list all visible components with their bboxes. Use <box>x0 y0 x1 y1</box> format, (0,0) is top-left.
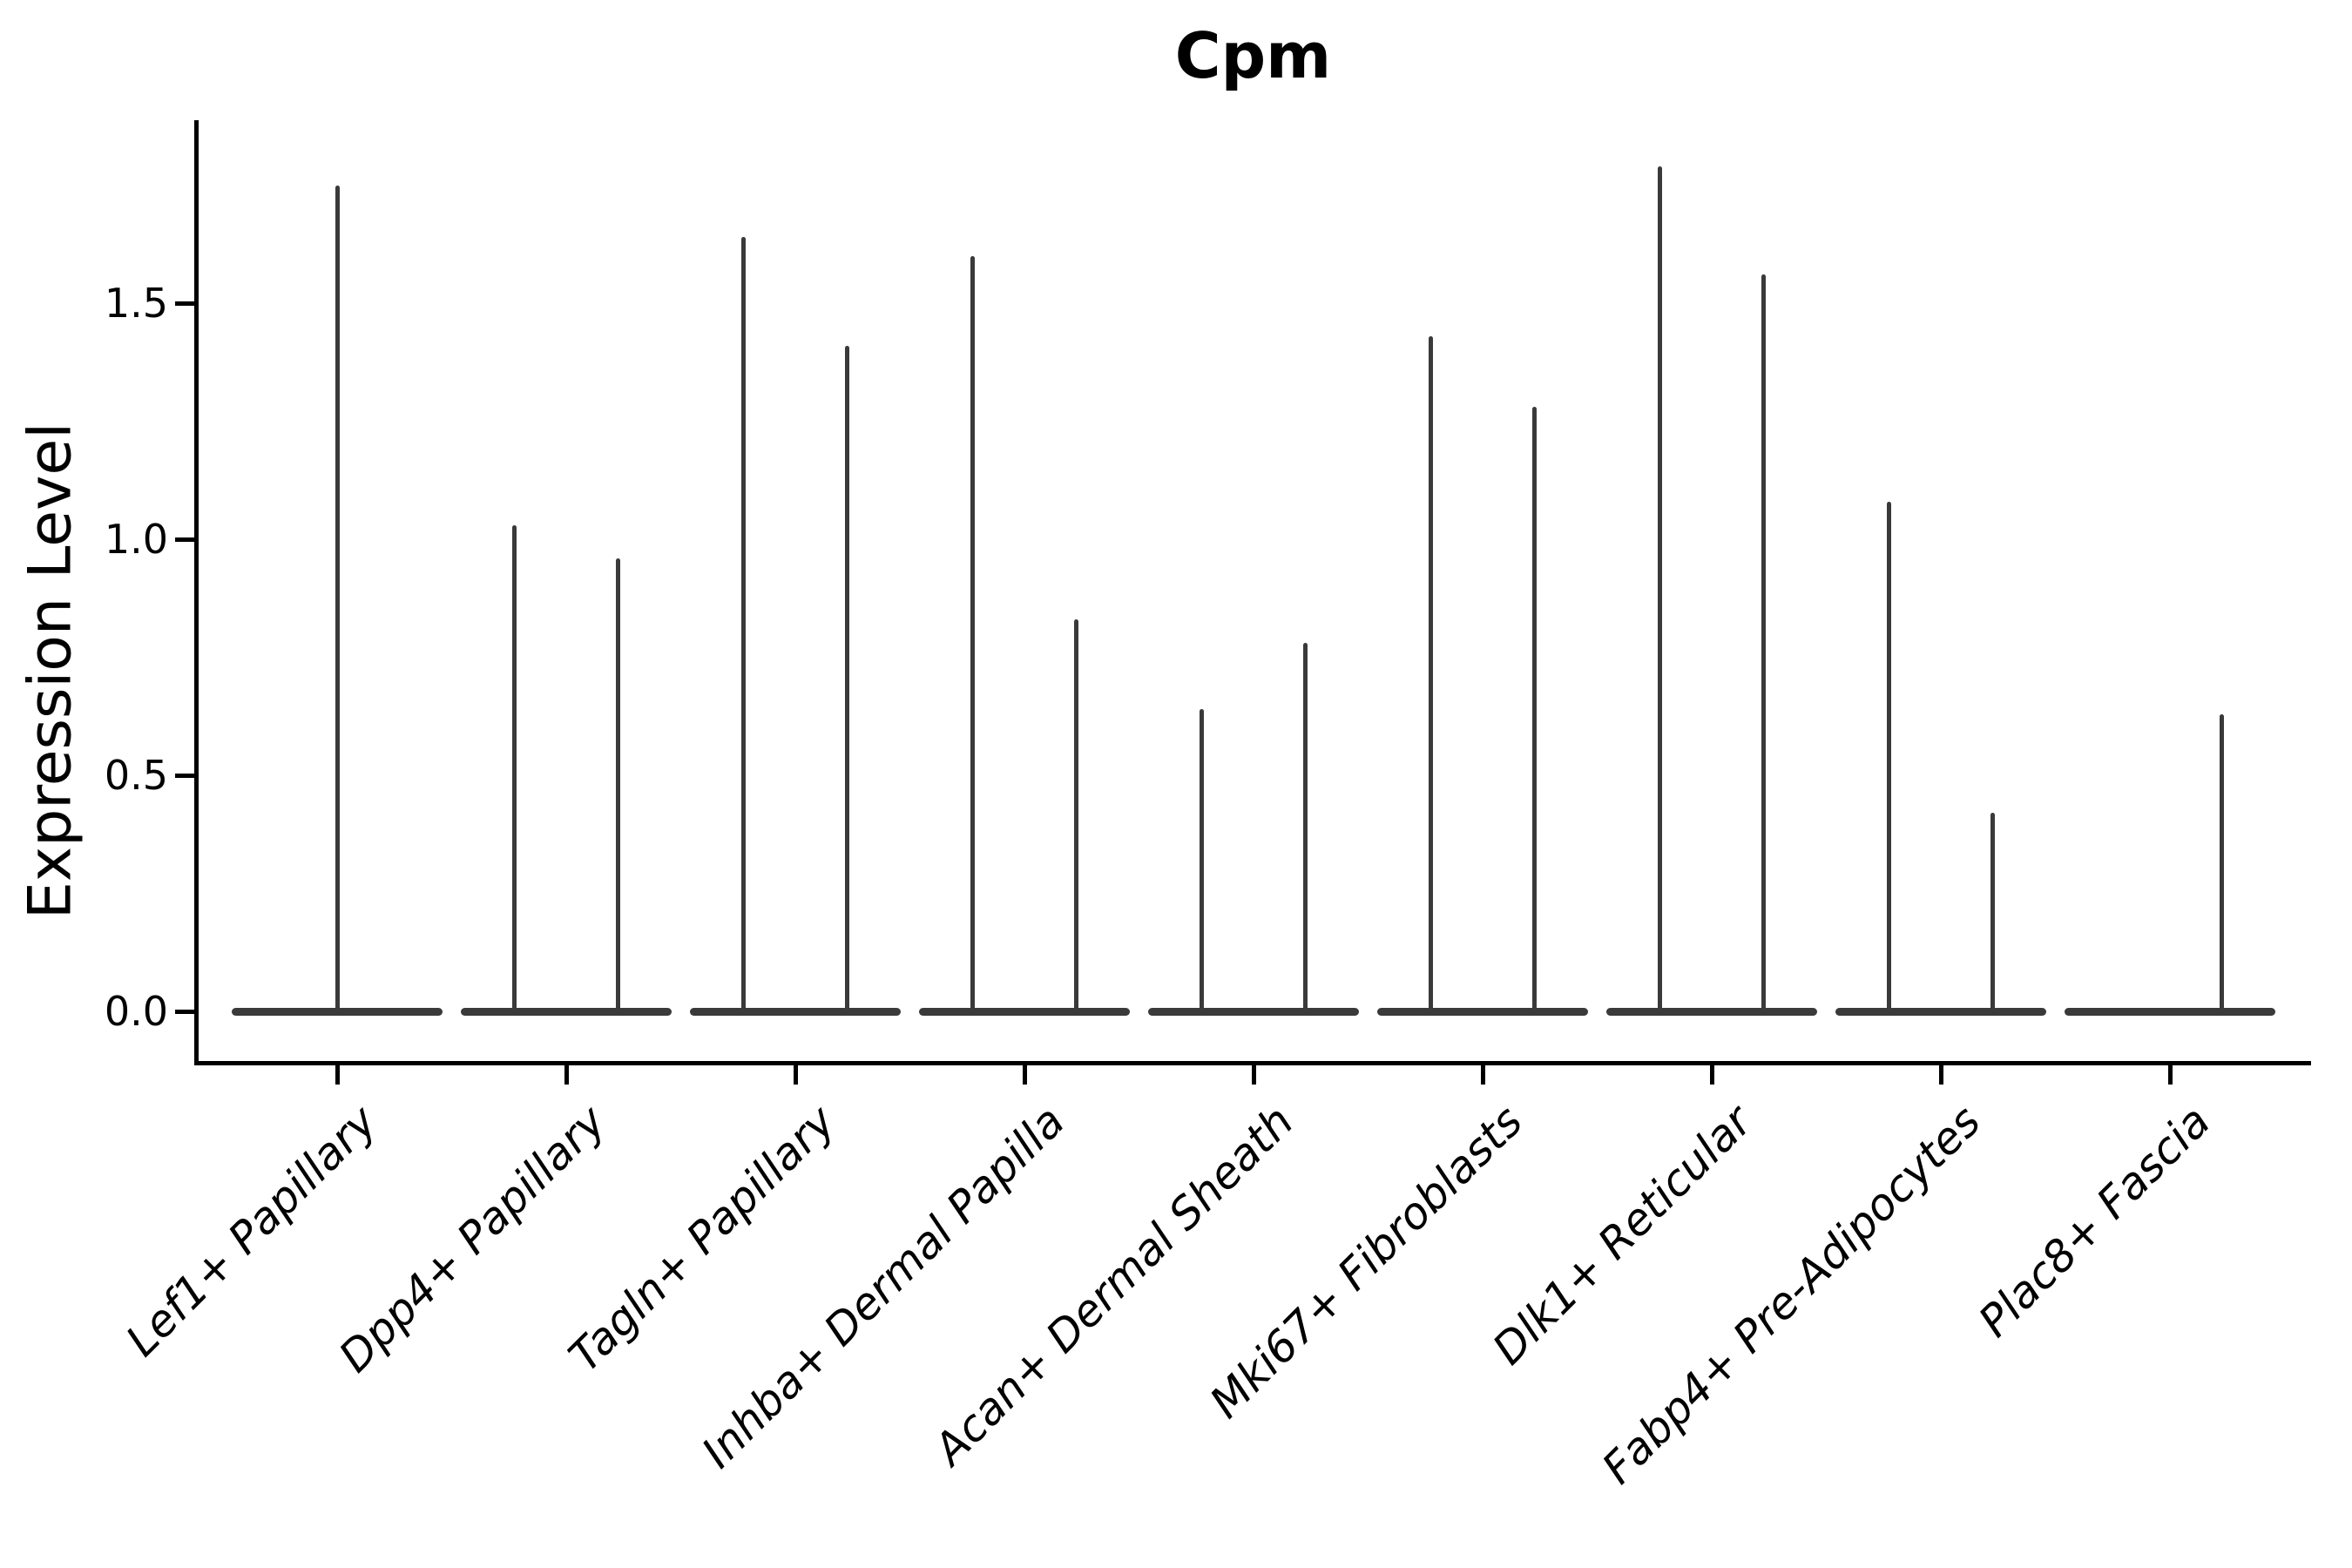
x-tick-label: Inhba+ Dermal Papilla <box>692 1096 1075 1478</box>
x-tick-label: Plac8+ Fascia <box>1969 1096 2220 1347</box>
y-tick <box>174 773 194 778</box>
x-tick <box>1709 1064 1714 1085</box>
x-tick <box>2167 1064 2173 1085</box>
x-axis-spine <box>193 1060 2311 1065</box>
violin-base <box>1606 1007 1817 1016</box>
y-tick-label: 0.0 <box>104 988 168 1035</box>
x-tick <box>1480 1064 1485 1085</box>
violin-base <box>919 1007 1130 1016</box>
y-tick-label: 0.5 <box>104 752 168 799</box>
violin-spike <box>2220 713 2224 1014</box>
violin-spike <box>335 185 340 1014</box>
violin-spike <box>1990 813 1995 1014</box>
x-tick <box>1022 1064 1027 1085</box>
violin-spike <box>970 255 975 1014</box>
violin-spike <box>845 345 849 1014</box>
violin-base <box>690 1007 901 1016</box>
violin-spike <box>1200 709 1204 1014</box>
y-tick <box>174 1009 194 1014</box>
y-tick-label: 1.0 <box>104 516 168 563</box>
chart-title: Cpm <box>1174 19 1332 92</box>
x-tick <box>564 1064 569 1085</box>
violin-spike <box>1429 335 1433 1014</box>
x-tick-label: Fabp4+ Pre-Adipocytes <box>1592 1096 1991 1494</box>
violin-base <box>2065 1007 2275 1016</box>
violin-spike <box>616 558 620 1014</box>
violin-spike <box>1303 643 1308 1014</box>
violin-base <box>1148 1007 1359 1016</box>
x-tick <box>793 1064 798 1085</box>
violin-spike <box>1658 166 1662 1014</box>
x-tick-label: Lef1+ Papillary <box>116 1096 388 1367</box>
violin-base <box>461 1007 672 1016</box>
violin-spike <box>741 237 746 1014</box>
y-tick-label: 1.5 <box>104 280 168 327</box>
violin-base <box>1835 1007 2046 1016</box>
y-axis-spine <box>193 120 199 1065</box>
violin-spike <box>1887 501 1891 1014</box>
violin-spike <box>512 524 517 1014</box>
y-axis-label: Expression Level <box>16 422 85 920</box>
x-tick <box>335 1064 340 1085</box>
violin-base <box>1377 1007 1588 1016</box>
x-tick <box>1938 1064 1943 1085</box>
y-tick <box>174 301 194 306</box>
y-tick <box>174 537 194 542</box>
x-tick <box>1251 1064 1256 1085</box>
violin-spike <box>1761 274 1766 1014</box>
violin-spike <box>1532 407 1537 1014</box>
violin-spike <box>1074 619 1078 1014</box>
